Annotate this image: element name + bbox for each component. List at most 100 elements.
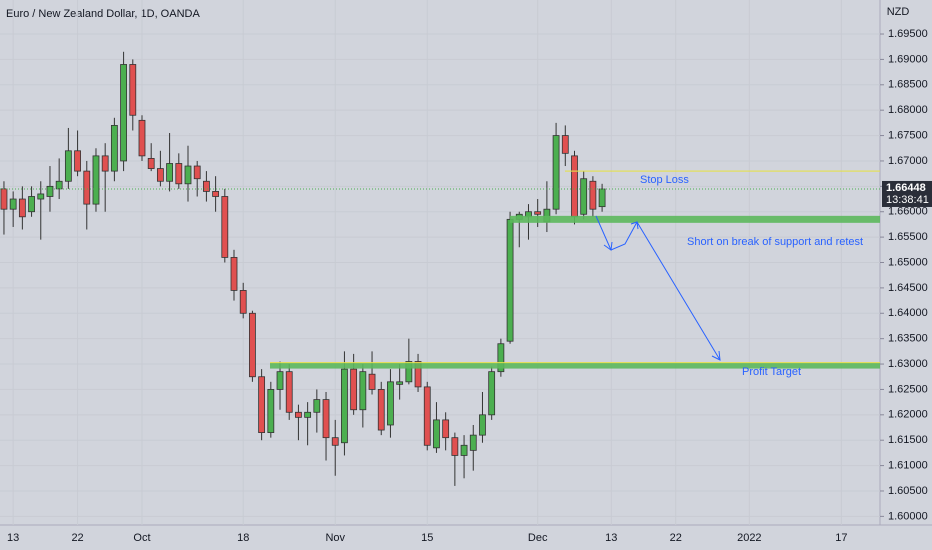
candle-body xyxy=(184,165,192,185)
y-tick-label: 1.67000 xyxy=(888,155,928,167)
candle-body xyxy=(331,437,339,446)
y-tick-label: 1.60500 xyxy=(888,485,928,497)
candle-body xyxy=(313,399,321,413)
candle-body xyxy=(451,437,459,456)
candle-body xyxy=(377,389,385,431)
candle-body xyxy=(423,386,431,446)
candle-body xyxy=(589,180,597,210)
candle-body xyxy=(18,198,26,218)
candle-body xyxy=(506,218,514,342)
candle-body xyxy=(175,163,183,185)
candle-body xyxy=(534,211,542,215)
candle-body xyxy=(193,165,201,180)
y-tick-label: 1.63000 xyxy=(888,358,928,370)
candle-body xyxy=(561,135,569,154)
candle-body xyxy=(359,371,367,411)
candle-body xyxy=(83,170,91,205)
level-band xyxy=(510,215,880,223)
candle-body xyxy=(460,444,468,456)
countdown: 13:38:41 xyxy=(886,194,929,206)
candle-body xyxy=(28,196,35,213)
candle-body xyxy=(203,180,210,192)
candle-body xyxy=(571,155,578,218)
candle-body xyxy=(249,312,256,378)
candle-body xyxy=(156,168,164,182)
arrow-head xyxy=(603,241,613,251)
candle-body xyxy=(230,257,238,291)
y-tick-label: 1.64000 xyxy=(888,307,928,319)
y-tick-label: 1.63500 xyxy=(888,333,928,345)
candle-body xyxy=(92,155,100,205)
y-tick-label: 1.66000 xyxy=(888,206,928,218)
y-tick-label: 1.62000 xyxy=(888,409,928,421)
y-tick-label: 1.65500 xyxy=(888,231,928,243)
y-tick-label: 1.69500 xyxy=(888,28,928,40)
y-tick-label: 1.68000 xyxy=(888,104,928,116)
trade-path xyxy=(595,215,721,361)
x-tick-label: 18 xyxy=(237,532,249,544)
y-tick-label: 1.69000 xyxy=(888,53,928,65)
candle-body xyxy=(552,135,560,210)
y-tick-label: 1.61500 xyxy=(888,434,928,446)
candle-body xyxy=(110,125,118,172)
candle-body xyxy=(350,368,358,411)
y-tick-label: 1.67500 xyxy=(888,129,928,141)
candle-body xyxy=(267,389,275,433)
last-price-box xyxy=(882,180,932,207)
candle-body xyxy=(120,64,127,162)
candle-body xyxy=(414,361,422,388)
candle-body xyxy=(479,414,486,436)
candle-body xyxy=(55,180,63,190)
y-tick-label: 1.68500 xyxy=(888,79,928,91)
marks xyxy=(0,51,880,486)
annotation: Short on break of support and retest xyxy=(687,236,863,248)
y-tick-label: 1.65000 xyxy=(888,256,928,268)
candle-body xyxy=(304,411,312,418)
candle-body xyxy=(74,150,81,172)
candle-body xyxy=(0,188,8,210)
level-band xyxy=(270,362,880,369)
candle-body xyxy=(341,368,348,444)
candle-body xyxy=(239,290,247,314)
arrow-head xyxy=(630,221,639,230)
x-tick-label: 13 xyxy=(605,532,617,544)
candle-body xyxy=(396,381,404,385)
candle-body xyxy=(9,198,17,210)
candle-body xyxy=(497,343,505,373)
candle-body xyxy=(322,399,330,439)
x-tick-label: 17 xyxy=(835,532,847,544)
candle-body xyxy=(129,64,137,116)
x-tick-label: 22 xyxy=(71,532,83,544)
candle-body xyxy=(138,119,146,157)
candle-body xyxy=(147,158,155,169)
level-band xyxy=(565,170,880,172)
x-tick-label: 13 xyxy=(7,532,19,544)
candle-body xyxy=(221,196,229,258)
x-tick-label: 2022 xyxy=(737,532,761,544)
candle-body xyxy=(580,178,588,215)
y-tick-label: 1.62500 xyxy=(888,383,928,395)
x-tick-label: Oct xyxy=(133,532,150,544)
candle-body xyxy=(37,193,45,200)
annotation: Stop Loss xyxy=(640,174,689,186)
candle-body xyxy=(442,419,450,439)
candle-body xyxy=(368,373,376,390)
arrow-head xyxy=(711,350,721,361)
candle-body xyxy=(488,371,496,416)
candle-body xyxy=(433,419,440,449)
candle-body xyxy=(598,188,606,208)
x-tick-label: Dec xyxy=(528,532,548,544)
currency-label: NZD xyxy=(887,6,910,18)
last-price-label: 1.66448 xyxy=(886,182,926,194)
candle-body xyxy=(469,434,477,451)
x-tick-label: Nov xyxy=(325,532,345,544)
candle-body xyxy=(405,361,413,383)
candle-body xyxy=(46,185,54,197)
candle-body xyxy=(101,155,109,172)
x-tick-label: 15 xyxy=(421,532,433,544)
y-tick-label: 1.61000 xyxy=(888,460,928,472)
y-tick-label: 1.64500 xyxy=(888,282,928,294)
chart-title: Euro / New Zealand Dollar, 1D, OANDA xyxy=(6,8,200,20)
